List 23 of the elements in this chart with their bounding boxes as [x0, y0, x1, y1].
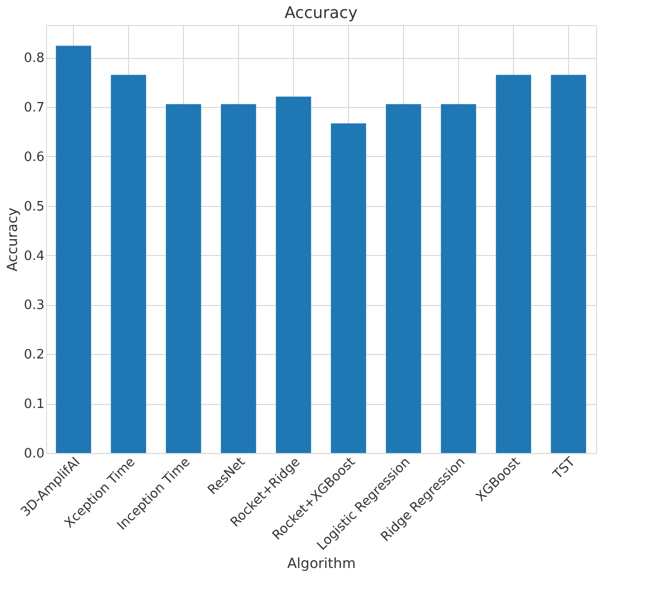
y-tick-label: 0.4	[24, 248, 44, 264]
y-tick-label: 0.3	[24, 298, 44, 314]
bar	[110, 74, 146, 453]
y-tick-label: 0.5	[24, 199, 44, 214]
x-axis-title: Algorithm	[287, 556, 356, 572]
bar	[386, 104, 422, 453]
y-axis-title: Accuracy	[4, 208, 21, 272]
y-tick-label: 0.8	[24, 51, 44, 66]
y-tick-label: 0.2	[24, 348, 44, 363]
y-tick-label: 0.1	[24, 397, 44, 412]
bar	[166, 104, 202, 453]
bar	[550, 74, 586, 453]
chart-title: Accuracy	[284, 3, 358, 22]
bar	[440, 104, 476, 453]
bar	[330, 123, 366, 453]
bar	[56, 46, 92, 453]
y-tick-label: 0.0	[24, 446, 44, 462]
y-tick-label: 0.7	[24, 100, 44, 116]
bar	[496, 74, 532, 453]
bar	[220, 104, 256, 453]
x-tick-label: TST	[550, 454, 578, 484]
bar	[276, 96, 312, 453]
y-tick-label: 0.6	[24, 150, 44, 165]
